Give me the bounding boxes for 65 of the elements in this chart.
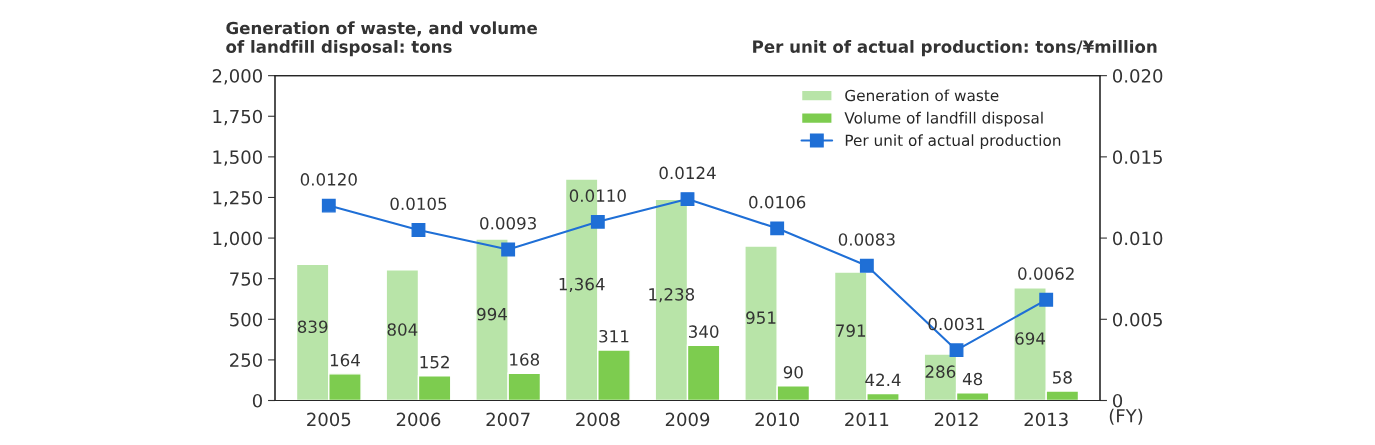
y-tick-label: 750 [230,272,262,286]
data-label: 791 [836,324,866,337]
y2-tick-label: 0 [1113,393,1123,408]
data-label: 42.4 [865,373,901,386]
legend-label: Generation of waste [845,89,999,102]
y-tick-label: 250 [230,353,262,368]
x-tick-label: 2010 [755,412,799,427]
data-label: 152 [420,355,449,369]
data-label: 58 [1053,371,1072,384]
data-label: 48 [962,372,983,386]
data-label: 164 [330,353,360,367]
data-label: 340 [689,325,719,338]
data-label: 0.0124 [659,166,716,180]
point [411,223,426,237]
y2-axis-title: Per unit of actual production: tons/¥million [753,40,1157,57]
data-label: 90 [783,365,803,379]
data-label: 1,364 [559,277,605,293]
point [859,258,874,273]
data-label: 311 [599,329,629,343]
data-label: 1,238 [649,288,695,303]
legend-label: Volume of landfill disposal [844,111,1043,127]
y2-tick-label: 0.005 [1113,312,1162,327]
legend-label: Per unit of actual production [845,134,1061,150]
point [321,198,336,213]
x-tick-label: 2011 [845,412,889,427]
data-label: 0.0062 [1018,267,1074,280]
y-tick-label: 1,500 [213,150,262,166]
point [770,221,785,236]
data-label: 0.0105 [390,197,447,211]
y-tick-label: 1,250 [213,190,262,207]
y-tick-label: 1,000 [213,231,262,248]
data-label: 0.0093 [480,216,536,230]
x-tick-label: 2012 [934,412,978,427]
y2-tick-label: 0.010 [1113,231,1163,246]
x-tick-label: 2008 [576,412,620,427]
y2-tick-label: 0.015 [1113,150,1162,164]
point [680,192,695,207]
y2-tick-label: 0.020 [1113,69,1163,83]
data-label: 804 [387,323,418,336]
data-label: 994 [477,307,507,321]
x-tick-label: 2013 [1024,412,1068,427]
y-tick-label: 500 [230,312,262,327]
data-label: 0.0106 [749,195,806,209]
data-label: 0.0110 [569,189,626,202]
data-label: 0.0120 [300,173,357,186]
data-label: 168 [510,353,540,366]
y-axis-title: Generation of waste, and volume of landfill disposal: tons [226,21,537,57]
y-tick-label: 2,000 [212,69,262,85]
x-axis-title: (FY) [1109,408,1143,425]
y-tick-label: 1,750 [213,109,262,126]
point [1039,292,1054,307]
data-label: 839 [297,320,328,334]
x-tick-label: 2007 [486,412,530,427]
point [501,242,516,257]
x-tick-label: 2005 [307,412,351,427]
data-label: 951 [746,311,776,324]
x-tick-label: 2006 [396,412,441,427]
point [590,214,605,229]
y-tick-label: 0 [252,393,262,408]
data-label: 0.0031 [928,317,985,331]
data-label: 286 [925,365,956,378]
data-label: 694 [1015,332,1046,345]
point [949,343,964,358]
x-tick-label: 2009 [665,412,710,427]
data-label: 0.0083 [838,233,895,246]
